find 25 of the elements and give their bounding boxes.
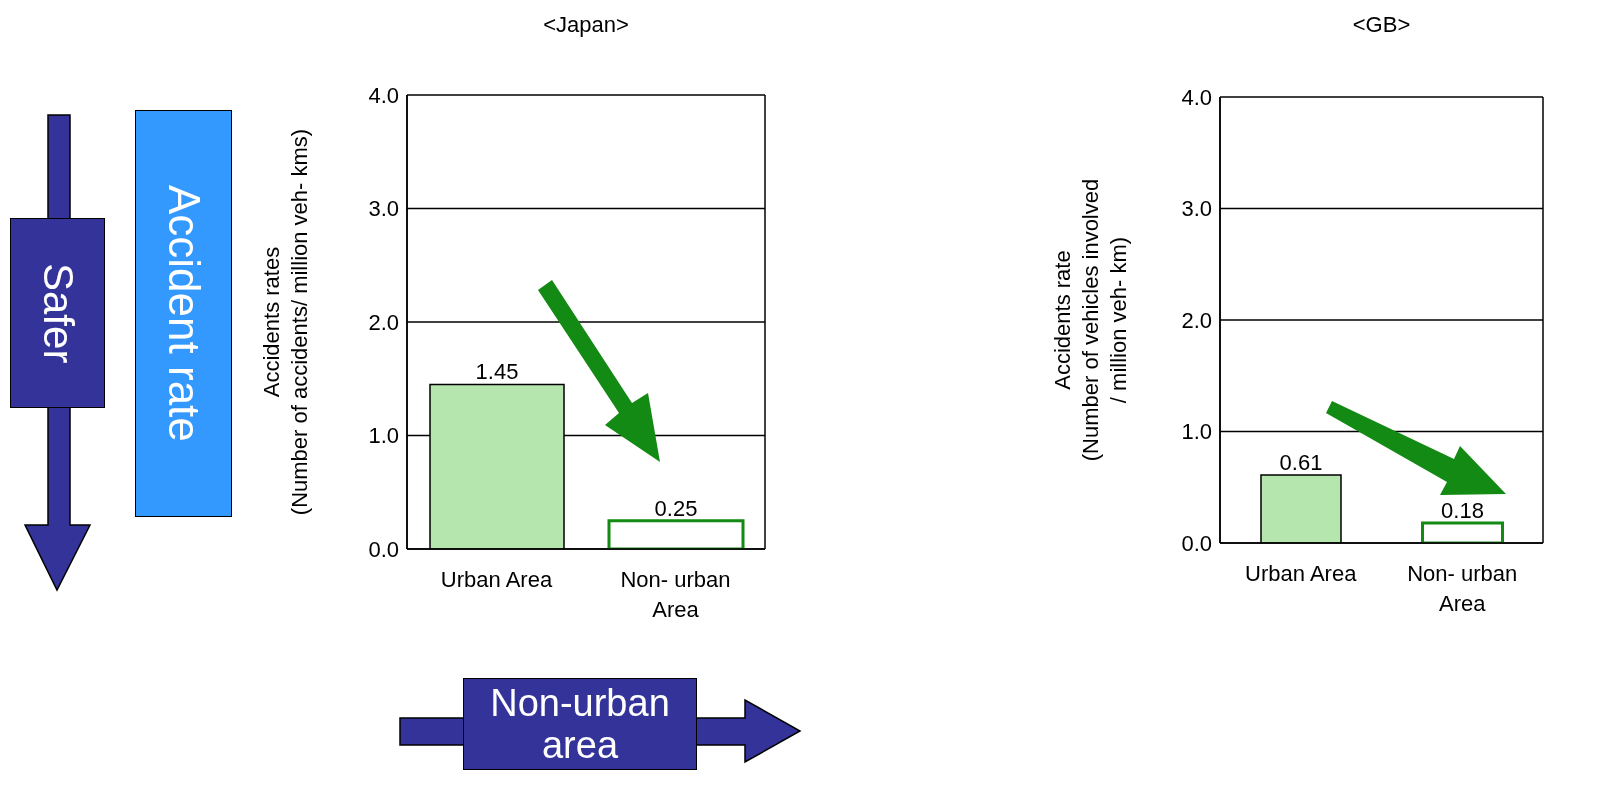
y-tick-label: 3.0 xyxy=(368,196,399,222)
y-axis-title: Accidents rates (Number of accidents/ million veh- kms) xyxy=(259,128,312,516)
y-tick-label: 1.0 xyxy=(368,423,399,449)
y-tick-label: 3.0 xyxy=(1181,196,1212,222)
text: Safer xyxy=(33,262,82,364)
chart-title: <Japan> xyxy=(542,12,630,38)
y-tick-label: 2.0 xyxy=(368,309,399,335)
x-tick-label: Urban Area xyxy=(440,567,553,592)
text: Accident rate xyxy=(158,185,209,442)
y-tick-label: 4.0 xyxy=(1181,84,1212,110)
y-tick-label: 2.0 xyxy=(1181,307,1212,333)
text: Non-urban area xyxy=(463,678,697,770)
data-label: 0.18 xyxy=(1441,497,1484,523)
data-label: 1.45 xyxy=(475,359,519,385)
data-label: 0.61 xyxy=(1279,449,1323,475)
chart-title: <GB> xyxy=(1351,12,1412,38)
x-tick-label: Non- urban Area xyxy=(620,567,731,622)
data-label: 0.25 xyxy=(654,495,698,521)
x-tick-label: Non- urban Area xyxy=(1407,561,1518,616)
y-tick-label: 4.0 xyxy=(368,82,399,108)
y-tick-label: 0.0 xyxy=(1181,530,1212,556)
y-axis-title: Accidents rate (Number of vehicles involved / million veh- km) xyxy=(1050,178,1131,462)
x-tick-label: Urban Area xyxy=(1245,561,1358,586)
y-tick-label: 0.0 xyxy=(368,536,399,562)
y-tick-label: 1.0 xyxy=(1181,419,1212,445)
